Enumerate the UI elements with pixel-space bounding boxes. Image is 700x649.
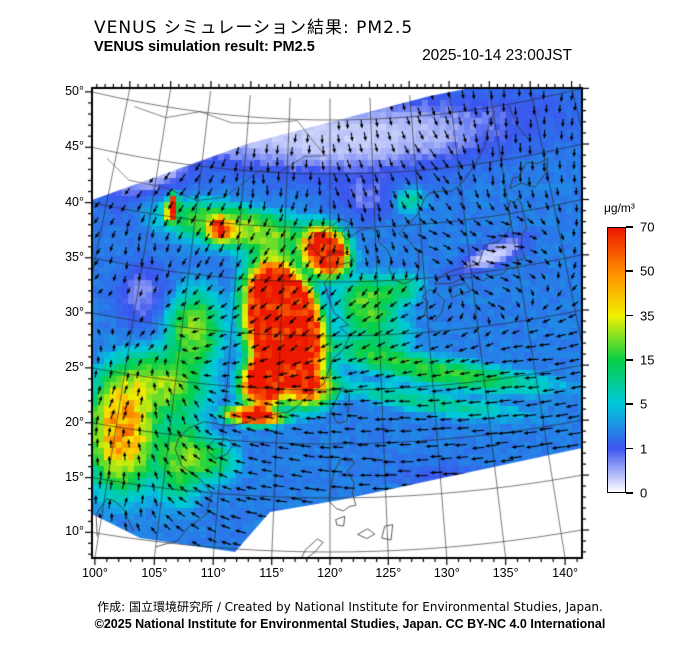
lat-axis-label: 10°: [65, 524, 84, 539]
lon-axis-label: 100°: [81, 566, 108, 580]
lon-axis-label: 140°: [552, 566, 579, 580]
lon-axis-label: 115°: [259, 566, 285, 580]
colorbar-tick: [626, 226, 633, 228]
colorbar-tick: [626, 270, 633, 272]
lat-axis-label: 40°: [65, 194, 84, 209]
colorbar-tick: [626, 314, 633, 317]
colorbar-unit-label: μg/m³: [604, 201, 635, 215]
colorbar-tick: [626, 359, 633, 361]
lat-axis-label: 15°: [65, 469, 84, 484]
lat-axis-label: 25°: [65, 359, 84, 374]
lon-axis-label: 125°: [375, 566, 402, 580]
colorbar-tick-label: 5: [640, 396, 648, 412]
lon-axis-label: 120°: [317, 566, 343, 580]
colorbar-tick-label: 0: [640, 485, 648, 501]
lat-axis-label: 50°: [65, 83, 84, 98]
lat-axis-label: 45°: [65, 139, 84, 154]
colorbar-tick-label: 15: [640, 352, 655, 368]
colorbar-tick-label: 70: [640, 219, 655, 235]
lat-axis-label: 35°: [65, 249, 84, 264]
colorbar-tick-label: 50: [640, 263, 655, 279]
colorbar-tick: [626, 403, 633, 405]
lon-axis-label: 110°: [200, 566, 226, 580]
license-line: ©2025 National Institute for Environment…: [94, 617, 606, 631]
colorbar-tick: [626, 492, 633, 494]
colorbar-tick: [626, 447, 633, 450]
lon-axis-label: 130°: [433, 566, 460, 580]
lat-axis-label: 20°: [65, 414, 84, 429]
colorbar-tick-label: 35: [640, 308, 655, 324]
lon-axis-label: 135°: [492, 566, 519, 580]
credit-line: 作成: 国立環境研究所 / Created by National Instit…: [97, 600, 603, 614]
lon-axis-label: 105°: [141, 566, 168, 580]
colorbar: [607, 227, 626, 493]
colorbar-tick-label: 1: [640, 441, 648, 457]
lat-axis-label: 30°: [65, 304, 84, 319]
